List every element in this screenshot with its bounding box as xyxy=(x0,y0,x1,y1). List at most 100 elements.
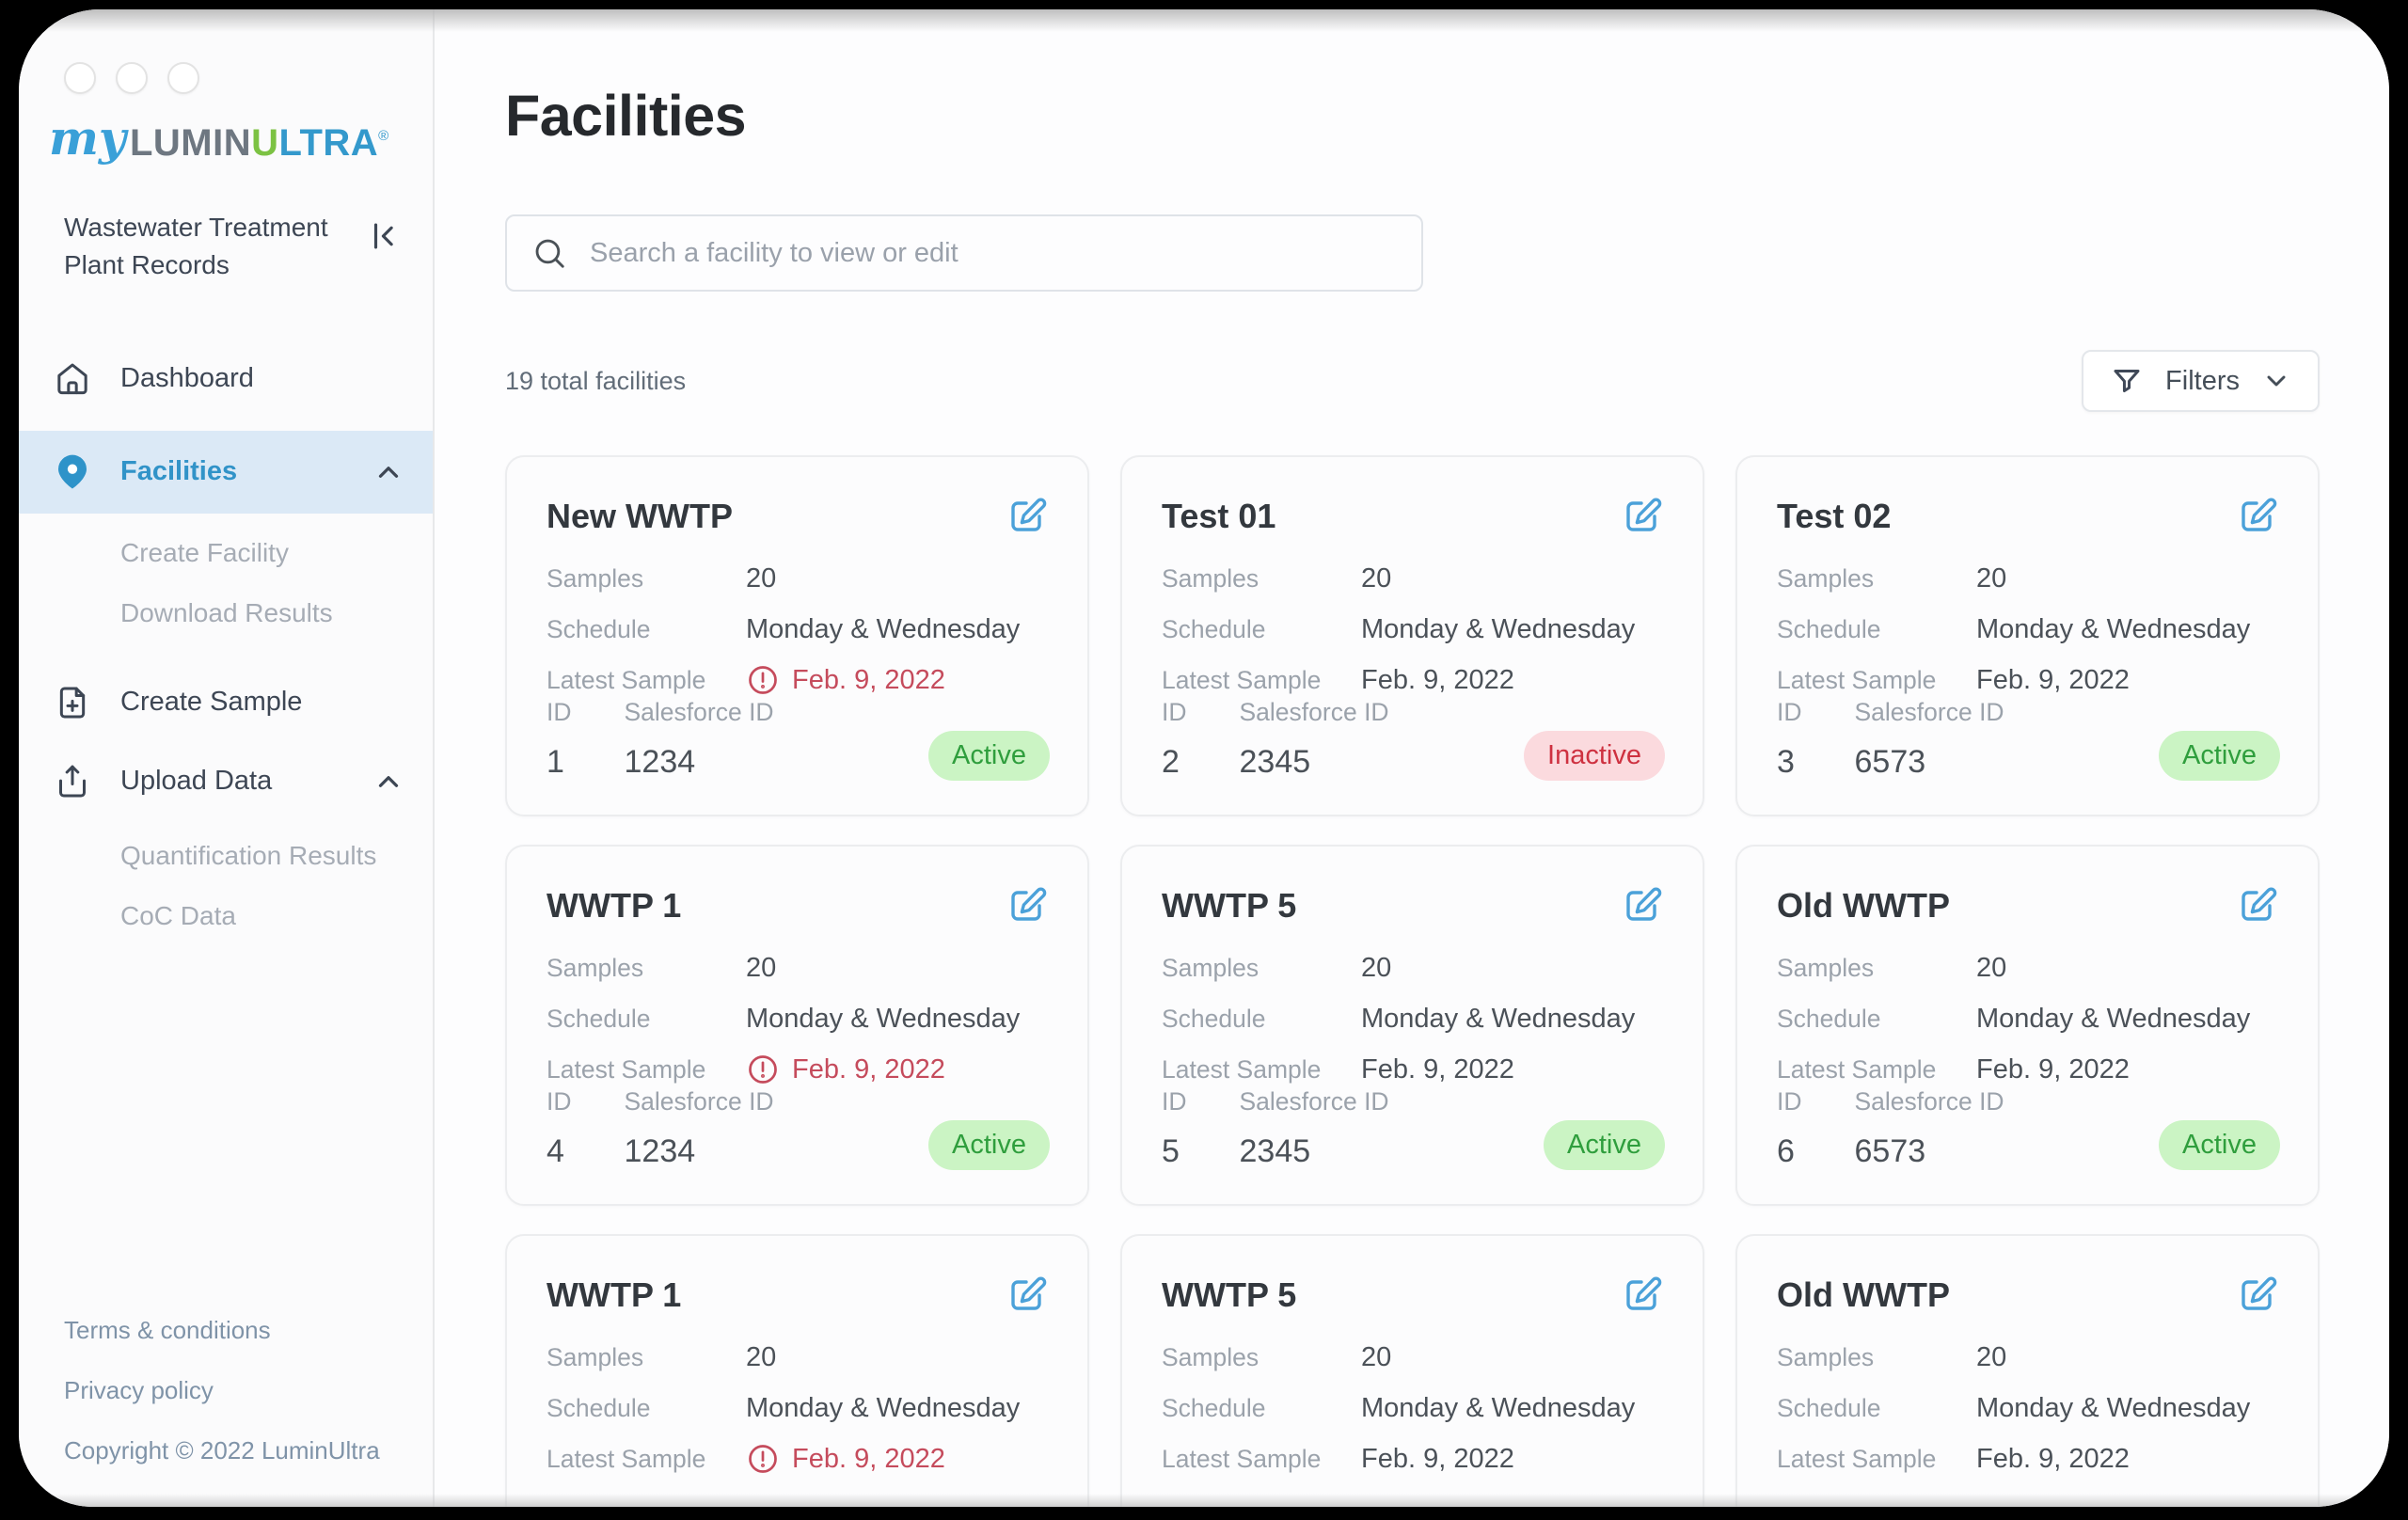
window-control-close[interactable] xyxy=(64,62,96,94)
facility-name: WWTP 1 xyxy=(547,886,682,925)
samples-label: Samples xyxy=(1777,1342,1875,1371)
chevron-up-icon xyxy=(372,456,404,488)
id-label: ID xyxy=(547,698,572,726)
edit-facility-button[interactable] xyxy=(2235,882,2280,927)
samples-label: Samples xyxy=(1777,953,1875,982)
facility-card: WWTP 5 Samples 20 Schedule Monday & Wedn… xyxy=(1120,1234,1704,1507)
salesforce-id-value: 6573 xyxy=(1854,744,1926,780)
schedule-value: Monday & Wednesday xyxy=(1976,613,2251,644)
latest-sample-date: Feb. 9, 2022 xyxy=(1976,1053,2130,1085)
id-label: ID xyxy=(547,1087,572,1116)
terms-link[interactable]: Terms & conditions xyxy=(64,1316,271,1344)
schedule-label: Schedule xyxy=(547,614,651,643)
schedule-value: Monday & Wednesday xyxy=(746,1392,1021,1423)
latest-sample-date: Feb. 9, 2022 xyxy=(1976,1443,2130,1474)
sidebar-item-label: Dashboard xyxy=(120,363,254,393)
facility-name: WWTP 5 xyxy=(1162,886,1297,925)
schedule-value: Monday & Wednesday xyxy=(746,1003,1021,1034)
samples-label: Samples xyxy=(1777,563,1875,593)
sidebar-footer: Terms & conditions Privacy policy Copyri… xyxy=(19,1316,433,1465)
facility-card: Test 01 Samples 20 Schedule Monday & Wed… xyxy=(1120,455,1704,816)
salesforce-id-label: Salesforce ID xyxy=(624,1087,774,1116)
brand-lumin: LUMIN xyxy=(129,122,252,164)
id-value: 5 xyxy=(1162,1133,1180,1169)
latest-sample-value: Feb. 9, 2022 xyxy=(746,1442,1050,1476)
facilities-grid: New WWTP Samples 20 Schedule Monday & We… xyxy=(505,455,2320,1507)
edit-pencil-icon xyxy=(1005,1272,1050,1317)
total-facilities-count: 19 total facilities xyxy=(505,366,687,395)
sidebar-item-label: Upload Data xyxy=(120,766,273,796)
edit-facility-button[interactable] xyxy=(2235,1272,2280,1317)
sidebar-item-create-facility[interactable]: Create Facility xyxy=(19,523,433,583)
edit-facility-button[interactable] xyxy=(1005,882,1050,927)
edit-facility-button[interactable] xyxy=(1005,493,1050,538)
edit-facility-button[interactable] xyxy=(1620,493,1665,538)
collapse-sidebar-icon xyxy=(367,218,403,254)
privacy-link[interactable]: Privacy policy xyxy=(64,1376,214,1404)
latest-sample-label: Latest Sample xyxy=(1777,665,1937,694)
facility-card: Test 02 Samples 20 Schedule Monday & Wed… xyxy=(1735,455,2320,816)
sidebar: my LUMIN U LTRA ® Wastewater Treatment Plant… xyxy=(19,9,435,1507)
sidebar-item-download-results[interactable]: Download Results xyxy=(19,583,433,643)
window-controls xyxy=(64,62,433,94)
schedule-value: Monday & Wednesday xyxy=(1976,1392,2251,1423)
edit-pencil-icon xyxy=(1005,493,1050,538)
status-badge: Active xyxy=(928,1119,1050,1170)
schedule-value: Monday & Wednesday xyxy=(1361,1392,1636,1423)
facility-name: Old WWTP xyxy=(1777,1275,1950,1314)
facility-card: WWTP 5 Samples 20 Schedule Monday & Wedn… xyxy=(1120,845,1704,1206)
latest-sample-date: Feb. 9, 2022 xyxy=(792,664,945,695)
search-input[interactable] xyxy=(590,237,1397,269)
latest-sample-label: Latest Sample xyxy=(1162,665,1322,694)
edit-pencil-icon xyxy=(2235,882,2280,927)
window-control-zoom[interactable] xyxy=(167,62,199,94)
sidebar-item-facilities[interactable]: Facilities xyxy=(19,430,433,514)
latest-sample-value: Feb. 9, 2022 xyxy=(1976,1444,2280,1475)
id-value: 2 xyxy=(1162,744,1180,780)
warning-icon xyxy=(746,663,780,697)
edit-facility-button[interactable] xyxy=(1005,1272,1050,1317)
edit-facility-button[interactable] xyxy=(1620,882,1665,927)
sidebar-item-upload-data[interactable]: Upload Data xyxy=(19,747,433,816)
facility-name: Old WWTP xyxy=(1777,886,1950,925)
sidebar-collapse-button[interactable] xyxy=(363,214,406,258)
latest-sample-value: Feb. 9, 2022 xyxy=(1976,665,2280,696)
sidebar-subitem-label: CoC Data xyxy=(120,900,236,930)
sidebar-item-coc-data[interactable]: CoC Data xyxy=(19,886,433,946)
window-control-minimize[interactable] xyxy=(116,62,148,94)
schedule-label: Schedule xyxy=(547,1004,651,1033)
latest-sample-value: Feb. 9, 2022 xyxy=(1361,665,1665,696)
latest-sample-value: Feb. 9, 2022 xyxy=(1361,1054,1665,1085)
id-value: 3 xyxy=(1777,744,1795,780)
sidebar-item-create-sample[interactable]: Create Sample xyxy=(19,668,433,737)
sidebar-item-quantification-results[interactable]: Quantification Results xyxy=(19,826,433,886)
salesforce-id-value: 1234 xyxy=(624,1133,696,1169)
latest-sample-value: Feb. 9, 2022 xyxy=(1361,1444,1665,1475)
facility-card: Old WWTP Samples 20 Schedule Monday & We… xyxy=(1735,845,2320,1206)
salesforce-id-label: Salesforce ID xyxy=(624,698,774,726)
samples-label: Samples xyxy=(547,563,644,593)
schedule-value: Monday & Wednesday xyxy=(1361,1003,1636,1034)
schedule-value: Monday & Wednesday xyxy=(1361,613,1636,644)
latest-sample-label: Latest Sample xyxy=(547,665,706,694)
sidebar-item-label: Create Sample xyxy=(120,687,303,717)
chevron-up-icon xyxy=(372,766,404,798)
id-label: ID xyxy=(1777,698,1802,726)
edit-pencil-icon xyxy=(2235,1272,2280,1317)
sidebar-item-dashboard[interactable]: Dashboard xyxy=(19,344,433,414)
sidebar-subitem-label: Quantification Results xyxy=(120,840,377,870)
latest-sample-label: Latest Sample xyxy=(1777,1444,1937,1473)
warning-icon xyxy=(746,1053,780,1086)
edit-facility-button[interactable] xyxy=(2235,493,2280,538)
latest-sample-date: Feb. 9, 2022 xyxy=(1361,1053,1514,1085)
schedule-value: Monday & Wednesday xyxy=(746,613,1021,644)
filters-button[interactable]: Filters xyxy=(2082,350,2320,412)
salesforce-id-label: Salesforce ID xyxy=(1239,1087,1389,1116)
salesforce-id-value: 2345 xyxy=(1239,1133,1311,1169)
latest-sample-value: Feb. 9, 2022 xyxy=(1976,1054,2280,1085)
facility-search xyxy=(505,214,1423,292)
edit-facility-button[interactable] xyxy=(1620,1272,1665,1317)
latest-sample-label: Latest Sample xyxy=(1777,1054,1937,1084)
status-badge: Active xyxy=(1544,1119,1665,1170)
edit-pencil-icon xyxy=(1620,882,1665,927)
